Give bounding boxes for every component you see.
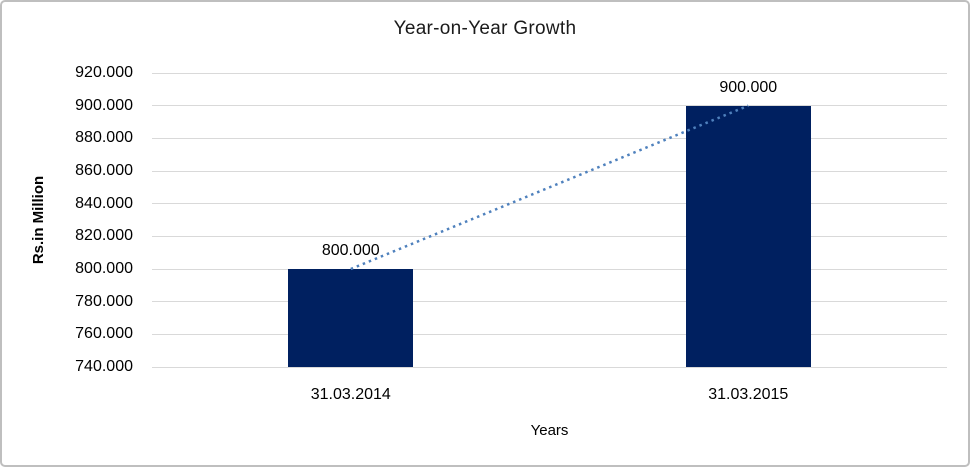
y-tick-label: 840.000: [75, 194, 133, 212]
y-axis-title: Rs.in Million: [30, 175, 47, 265]
y-tick-label: 740.000: [75, 358, 133, 375]
data-label-31.03.2015: 900.000: [719, 78, 778, 96]
plot-area: [152, 73, 947, 367]
x-axis-title: Years: [530, 422, 569, 439]
bar-31.03.2014: [288, 269, 414, 367]
y-tick-label: 860.000: [75, 162, 133, 179]
gridline: [152, 366, 947, 368]
x-tick-label-31.03.2015: 31.03.2015: [708, 386, 789, 403]
gridline: [152, 72, 947, 74]
x-tick-label-31.03.2014: 31.03.2014: [310, 386, 391, 403]
y-tick-label: 900.000: [75, 96, 133, 114]
gridline: [152, 301, 947, 303]
y-tick-label: 800.000: [75, 260, 133, 277]
chart-title: Year-on-Year Growth: [393, 18, 577, 39]
gridline: [152, 268, 947, 270]
y-tick-label: 780.000: [75, 292, 133, 310]
y-tick-label: 920.000: [75, 64, 133, 81]
gridline: [152, 170, 947, 172]
gridline: [152, 137, 947, 139]
gridline: [152, 105, 947, 107]
y-tick-label: 820.000: [75, 227, 133, 245]
gridline: [152, 333, 947, 335]
gridline: [152, 203, 947, 205]
y-tick-label: 760.000: [75, 325, 133, 343]
y-tick-label: 880.000: [75, 129, 133, 147]
data-label-31.03.2014: 800.000: [321, 242, 380, 259]
bar-31.03.2015: [685, 105, 811, 367]
gridline: [152, 235, 947, 237]
